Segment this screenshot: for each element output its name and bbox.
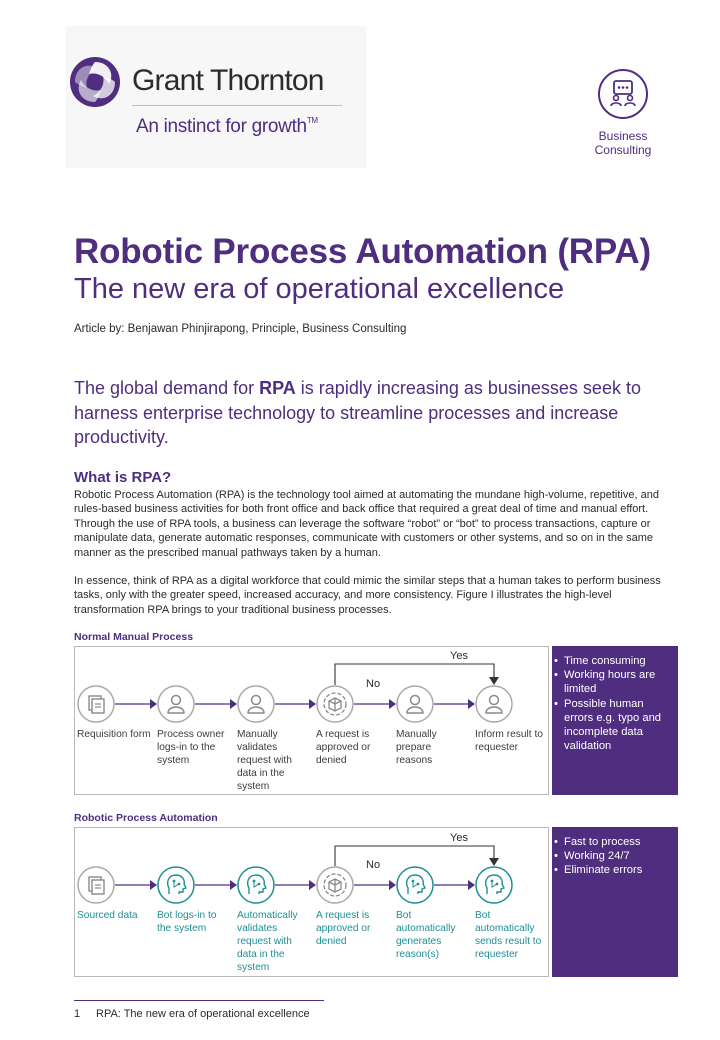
manual-arrowhead	[389, 699, 396, 709]
page-title: Robotic Process Automation (RPA)	[74, 232, 651, 271]
rpa-yes-path	[334, 845, 495, 866]
rpa-step-caption: Bot automatically generates reason(s)	[396, 910, 456, 960]
body-paragraph-2: In essence, think of RPA as a digital wo…	[74, 575, 661, 616]
manual-step-caption: Requisition form	[77, 729, 151, 740]
manual-step-caption: Inform result to requester	[475, 729, 543, 753]
drawback-item: Working hours are limited	[554, 668, 672, 696]
manual-step-caption: Process owner logs-in to the system	[157, 729, 225, 766]
article-byline: Article by: Benjawan Phinjirapong, Princ…	[74, 323, 407, 335]
footer-divider	[74, 1000, 324, 1001]
rpa-no-label: No	[366, 859, 381, 871]
manual-process-drawbacks: Time consuming Working hours are limited…	[552, 646, 678, 795]
drawback-item: Possible human errors e.g. typo and inco…	[554, 697, 672, 754]
manual-step-caption: A request is approved or denied	[316, 729, 371, 766]
rpa-step-2-robot-head-icon	[157, 866, 195, 904]
rpa-yes-arrowhead	[489, 858, 499, 866]
manual-step-caption: Manually prepare reasons	[396, 729, 437, 766]
body-paragraph-1: Robotic Process Automation (RPA) is the …	[74, 489, 659, 559]
rpa-step-caption: Bot automatically sends result to reques…	[475, 910, 542, 960]
benefit-item: Working 24/7	[554, 849, 672, 863]
manual-arrowhead	[309, 699, 316, 709]
brand-tagline: An instinct for growthTM	[136, 116, 318, 137]
rpa-step-3-robot-head-icon	[237, 866, 275, 904]
manual-arrowhead	[150, 699, 157, 709]
manual-yes-arrowhead	[489, 677, 499, 685]
rpa-process-benefits: Fast to process Working 24/7 Eliminate e…	[552, 827, 678, 977]
rpa-step-caption: Bot logs-in to the system	[157, 910, 217, 934]
drawback-item: Time consuming	[554, 654, 672, 668]
rpa-step-1-document-stack-icon	[77, 866, 115, 904]
section-heading-what-is-rpa: What is RPA?	[74, 469, 172, 486]
rpa-arrowhead	[389, 880, 396, 890]
trademark-mark: TM	[306, 116, 318, 125]
manual-arrowhead	[468, 699, 475, 709]
logo-divider	[132, 105, 342, 106]
rpa-arrowhead	[230, 880, 237, 890]
benefit-item: Fast to process	[554, 835, 672, 849]
rpa-arrowhead	[468, 880, 475, 890]
rpa-step-caption: Automatically validates request with dat…	[237, 910, 298, 973]
manual-step-5-person-icon	[396, 685, 434, 723]
rpa-arrowhead	[150, 880, 157, 890]
grant-thornton-logo-icon	[70, 57, 120, 107]
manual-step-1-document-stack-icon	[77, 685, 115, 723]
page-subtitle: The new era of operational excellence	[74, 273, 565, 305]
rpa-process-diagram	[74, 827, 549, 977]
business-consulting-label: Business Consulting	[594, 129, 652, 157]
footer-title: RPA: The new era of operational excellen…	[96, 1008, 310, 1020]
manual-step-3-person-icon	[237, 685, 275, 723]
manual-process-label: Normal Manual Process	[74, 631, 194, 643]
rpa-step-4-decision-cube-icon	[316, 866, 354, 904]
manual-no-label: No	[366, 678, 381, 690]
lead-emphasis: RPA	[259, 378, 296, 398]
rpa-step-caption: A request is approved or denied	[316, 910, 371, 947]
manual-step-caption: Manually validates request with data in …	[237, 729, 292, 792]
page-number: 1	[74, 1008, 81, 1020]
brand-name: Grant Thornton	[132, 64, 325, 97]
rpa-process-label: Robotic Process Automation	[74, 812, 218, 824]
manual-yes-path	[334, 663, 495, 685]
lead-statement: The global demand for RPA is rapidly inc…	[74, 378, 641, 447]
manual-yes-label: Yes	[450, 650, 468, 662]
manual-step-4-decision-cube-icon	[316, 685, 354, 723]
manual-arrowhead	[230, 699, 237, 709]
rpa-step-caption: Sourced data	[77, 910, 138, 921]
rpa-yes-label: Yes	[450, 832, 468, 844]
manual-step-6-person-icon	[475, 685, 513, 723]
rpa-arrowhead	[309, 880, 316, 890]
rpa-step-6-robot-head-icon	[475, 866, 513, 904]
logo-block: Grant Thornton An instinct for growthTM	[66, 26, 366, 168]
manual-process-diagram	[74, 646, 549, 795]
business-consulting-icon	[598, 69, 648, 119]
benefit-item: Eliminate errors	[554, 863, 672, 877]
manual-step-2-person-icon	[157, 685, 195, 723]
rpa-step-5-robot-head-icon	[396, 866, 434, 904]
